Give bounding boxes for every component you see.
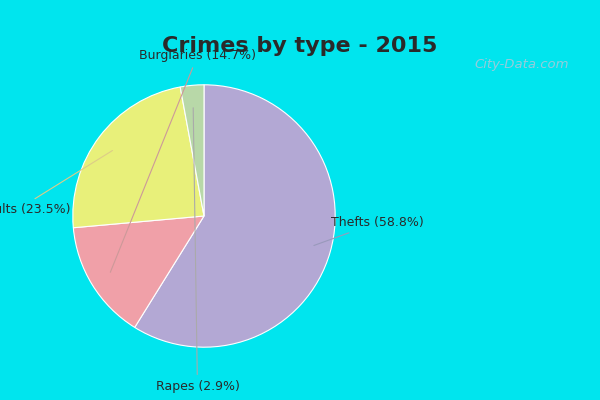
Text: Crimes by type - 2015: Crimes by type - 2015 xyxy=(163,36,437,56)
Text: Burglaries (14.7%): Burglaries (14.7%) xyxy=(110,50,256,272)
Text: Rapes (2.9%): Rapes (2.9%) xyxy=(155,108,239,393)
Wedge shape xyxy=(134,85,335,347)
Wedge shape xyxy=(73,87,204,228)
Text: Assaults (23.5%): Assaults (23.5%) xyxy=(0,150,112,216)
Wedge shape xyxy=(180,85,204,216)
Wedge shape xyxy=(73,216,204,327)
Text: City-Data.com: City-Data.com xyxy=(475,58,569,71)
Text: Thefts (58.8%): Thefts (58.8%) xyxy=(314,216,424,246)
